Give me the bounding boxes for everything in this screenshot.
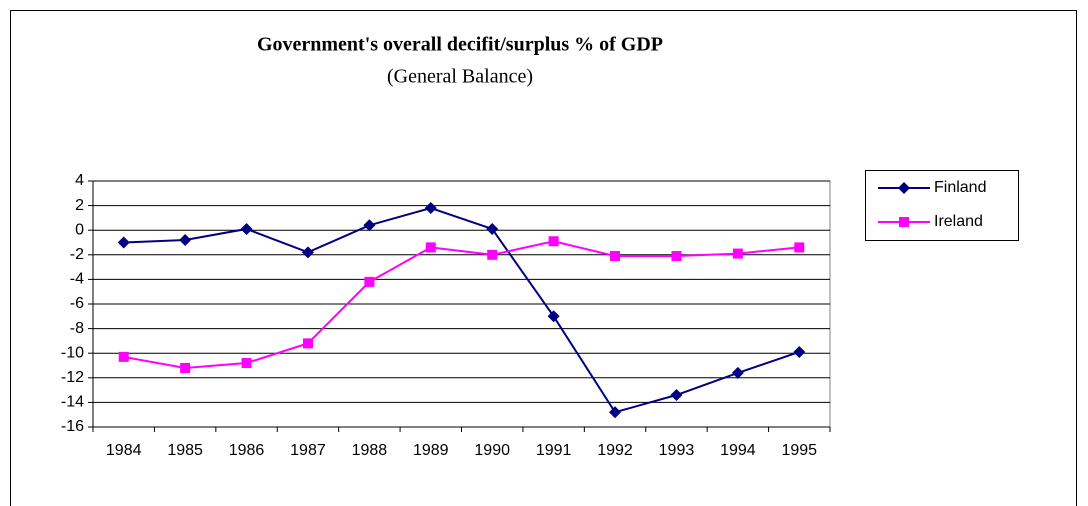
series-line bbox=[123, 207, 800, 414]
legend-marker bbox=[899, 217, 909, 227]
y-tick-label: -2 bbox=[70, 246, 84, 263]
y-tick-label: -16 bbox=[61, 418, 84, 435]
data-point bbox=[609, 406, 622, 419]
data-point bbox=[301, 246, 314, 259]
x-tick-label: 1995 bbox=[781, 442, 817, 459]
data-point bbox=[547, 310, 560, 323]
data-point bbox=[302, 338, 313, 349]
y-tick-label: 0 bbox=[75, 221, 84, 238]
x-tick-label: 1989 bbox=[413, 442, 449, 459]
data-point bbox=[180, 362, 191, 373]
y-tick-label: -14 bbox=[61, 394, 84, 411]
data-point bbox=[241, 358, 252, 369]
data-point bbox=[179, 234, 192, 247]
data-point bbox=[793, 345, 806, 358]
x-tick-label: 1991 bbox=[536, 442, 572, 459]
data-point bbox=[548, 236, 559, 247]
legend-marker bbox=[898, 182, 910, 194]
data-point bbox=[364, 276, 375, 287]
data-point bbox=[487, 249, 498, 260]
chart-title: Government's overall decifit/surplus % o… bbox=[257, 34, 663, 56]
chart-subtitle: (General Balance) bbox=[387, 66, 533, 88]
legend-label: Finland bbox=[934, 179, 986, 196]
x-tick-label: 1985 bbox=[167, 442, 203, 459]
series-line bbox=[123, 240, 800, 369]
data-point bbox=[732, 248, 743, 259]
y-tick-label: 4 bbox=[75, 172, 84, 189]
data-point bbox=[794, 242, 805, 253]
x-tick-label: 1993 bbox=[659, 442, 695, 459]
legend-label: Ireland bbox=[934, 213, 983, 230]
y-tick-label: -8 bbox=[70, 320, 84, 337]
x-tick-label: 1994 bbox=[720, 442, 756, 459]
legend bbox=[865, 170, 1019, 241]
data-point bbox=[610, 251, 621, 262]
x-tick-label: 1992 bbox=[597, 442, 633, 459]
data-point bbox=[731, 366, 744, 379]
x-tick-label: 1984 bbox=[106, 442, 142, 459]
y-tick-label: -6 bbox=[70, 295, 84, 312]
data-point bbox=[425, 242, 436, 253]
chart-border bbox=[10, 10, 1077, 506]
x-tick-label: 1987 bbox=[290, 442, 326, 459]
y-tick-label: -4 bbox=[70, 271, 84, 288]
x-tick-label: 1990 bbox=[474, 442, 510, 459]
data-point bbox=[118, 351, 129, 362]
y-tick-label: 2 bbox=[75, 197, 84, 214]
data-point bbox=[424, 202, 437, 215]
data-point bbox=[670, 389, 683, 402]
data-point bbox=[117, 236, 130, 249]
data-point bbox=[363, 219, 376, 232]
y-tick-label: -12 bbox=[61, 369, 84, 386]
x-tick-label: 1988 bbox=[352, 442, 388, 459]
y-tick-label: -10 bbox=[61, 344, 84, 361]
data-point bbox=[486, 222, 499, 235]
x-tick-label: 1986 bbox=[229, 442, 265, 459]
data-point bbox=[240, 222, 253, 235]
data-point bbox=[671, 251, 682, 262]
